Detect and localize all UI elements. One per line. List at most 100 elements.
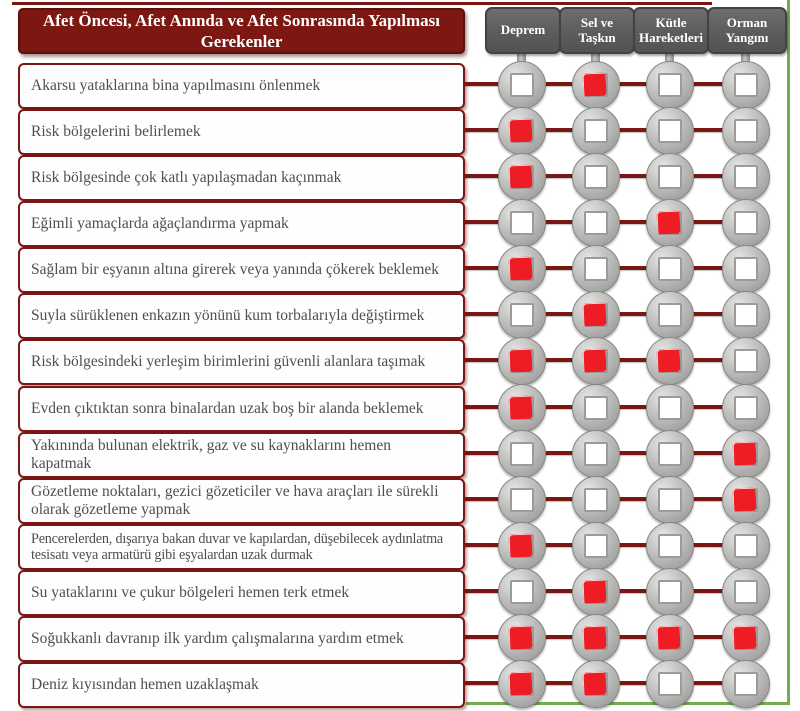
answer-marker[interactable]: [656, 348, 681, 373]
drop-target-circle[interactable]: [498, 61, 546, 109]
drop-target-circle[interactable]: [722, 522, 770, 570]
answer-marker[interactable]: [508, 164, 533, 189]
answer-marker[interactable]: [508, 256, 533, 281]
answer-marker[interactable]: [508, 348, 533, 373]
answer-marker[interactable]: [508, 118, 533, 143]
drop-target-circle[interactable]: [498, 245, 546, 293]
drop-target-circle[interactable]: [722, 476, 770, 524]
checkbox-square: [584, 211, 608, 235]
drop-target-circle[interactable]: [646, 245, 694, 293]
checkbox-square: [584, 442, 608, 466]
drop-target-circle[interactable]: [572, 199, 620, 247]
task-row-box: Pencerelerden, dışarıya bakan duvar ve k…: [18, 524, 465, 570]
drop-target-circle[interactable]: [646, 660, 694, 708]
answer-marker[interactable]: [582, 348, 607, 373]
checkbox-square: [658, 303, 682, 327]
drop-target-circle[interactable]: [722, 245, 770, 293]
drop-target-circle[interactable]: [722, 568, 770, 616]
drop-target-circle[interactable]: [498, 291, 546, 339]
drop-target-circle[interactable]: [722, 660, 770, 708]
drop-target-circle[interactable]: [572, 291, 620, 339]
answer-marker[interactable]: [656, 625, 681, 650]
checkbox-square: [658, 165, 682, 189]
checkbox-square: [584, 165, 608, 189]
answer-marker[interactable]: [508, 625, 533, 650]
drop-target-circle[interactable]: [722, 107, 770, 155]
drop-target-circle[interactable]: [722, 337, 770, 385]
drop-target-circle[interactable]: [572, 568, 620, 616]
drop-target-circle[interactable]: [646, 61, 694, 109]
checkbox-square: [582, 348, 608, 373]
checkbox-square: [582, 302, 608, 327]
drop-target-circle[interactable]: [646, 199, 694, 247]
drop-target-circle[interactable]: [498, 199, 546, 247]
drop-target-circle[interactable]: [722, 199, 770, 247]
drop-target-circle[interactable]: [646, 384, 694, 432]
answer-marker[interactable]: [508, 533, 533, 558]
answer-marker[interactable]: [732, 487, 757, 512]
drop-target-circle[interactable]: [646, 153, 694, 201]
task-row-box: Yakınında bulunan elektrik, gaz ve su ka…: [18, 432, 465, 478]
task-row-box: Risk bölgesinde çok katlı yapılaşmadan k…: [18, 155, 465, 201]
drop-target-circle[interactable]: [722, 384, 770, 432]
checkbox-square: [734, 73, 758, 97]
drop-target-circle[interactable]: [498, 660, 546, 708]
drop-target-circle[interactable]: [572, 384, 620, 432]
task-label: Pencerelerden, dışarıya bakan duvar ve k…: [31, 530, 444, 563]
drop-target-circle[interactable]: [722, 430, 770, 478]
checkbox-square: [582, 72, 608, 97]
drop-target-circle[interactable]: [498, 614, 546, 662]
column-header-label: Deprem: [500, 22, 546, 38]
drop-target-circle[interactable]: [572, 660, 620, 708]
drop-target-circle[interactable]: [722, 614, 770, 662]
drop-target-circle[interactable]: [498, 476, 546, 524]
answer-marker[interactable]: [508, 395, 533, 420]
checkbox-square: [656, 625, 682, 650]
drop-target-circle[interactable]: [572, 430, 620, 478]
drop-target-circle[interactable]: [572, 153, 620, 201]
drop-target-circle[interactable]: [646, 430, 694, 478]
answer-marker[interactable]: [732, 625, 757, 650]
drop-target-circle[interactable]: [646, 337, 694, 385]
checkbox-square: [508, 348, 534, 373]
drop-target-circle[interactable]: [572, 61, 620, 109]
drop-target-circle[interactable]: [646, 291, 694, 339]
checkbox-square: [658, 672, 682, 696]
checkbox-square: [584, 119, 608, 143]
answer-marker[interactable]: [582, 72, 607, 97]
checkbox-square: [734, 534, 758, 558]
drop-target-circle[interactable]: [722, 291, 770, 339]
task-row-box: Gözetleme noktaları, gezici gözeticiler …: [18, 478, 465, 524]
answer-marker[interactable]: [508, 671, 533, 696]
drop-target-circle[interactable]: [498, 384, 546, 432]
drop-target-circle[interactable]: [646, 568, 694, 616]
checkbox-square: [582, 579, 608, 604]
answer-marker[interactable]: [582, 625, 607, 650]
column-header: Kütle Hareketleri: [633, 7, 709, 54]
answer-marker[interactable]: [582, 579, 607, 604]
answer-marker[interactable]: [656, 210, 681, 235]
drop-target-circle[interactable]: [572, 614, 620, 662]
drop-target-circle[interactable]: [722, 153, 770, 201]
drop-target-circle[interactable]: [572, 245, 620, 293]
answer-marker[interactable]: [582, 302, 607, 327]
drop-target-circle[interactable]: [498, 430, 546, 478]
drop-target-circle[interactable]: [498, 568, 546, 616]
drop-target-circle[interactable]: [498, 107, 546, 155]
drop-target-circle[interactable]: [646, 614, 694, 662]
task-row-box: Soğukkanlı davranıp ilk yardım çalışmala…: [18, 616, 465, 662]
answer-marker[interactable]: [732, 441, 757, 466]
drop-target-circle[interactable]: [572, 522, 620, 570]
drop-target-circle[interactable]: [498, 522, 546, 570]
drop-target-circle[interactable]: [646, 476, 694, 524]
checkbox-square: [508, 164, 534, 189]
drop-target-circle[interactable]: [498, 337, 546, 385]
drop-target-circle[interactable]: [646, 522, 694, 570]
drop-target-circle[interactable]: [646, 107, 694, 155]
drop-target-circle[interactable]: [572, 337, 620, 385]
drop-target-circle[interactable]: [498, 153, 546, 201]
drop-target-circle[interactable]: [572, 476, 620, 524]
drop-target-circle[interactable]: [572, 107, 620, 155]
drop-target-circle[interactable]: [722, 61, 770, 109]
answer-marker[interactable]: [582, 671, 607, 696]
